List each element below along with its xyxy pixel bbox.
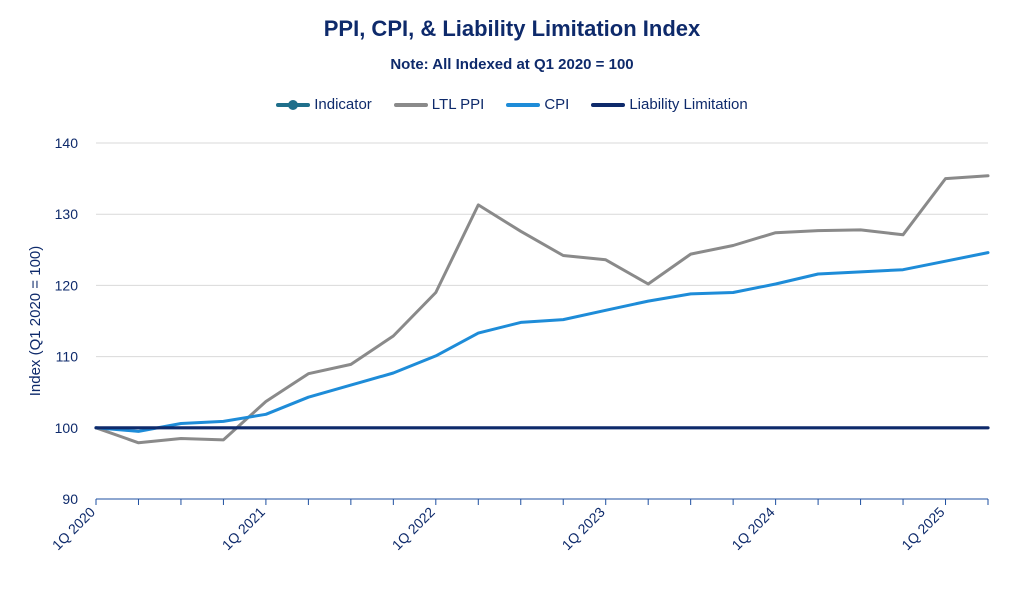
legend-item-liability-limitation: Liability Limitation: [591, 96, 748, 113]
legend-label-indicator: Indicator: [314, 96, 372, 113]
legend-swatch-cpi: [506, 102, 541, 107]
series-line-cpi: [94, 251, 990, 433]
legend-label-cpi: CPI: [544, 96, 570, 113]
legend-item-ltl-ppi: LTL PPI: [393, 96, 485, 113]
legend-marker-indicator: [288, 99, 299, 110]
legend-label-liability-limitation: Liability Limitation: [629, 96, 748, 113]
chart-subtitle: Note: All Indexed at Q1 2020 = 100: [390, 56, 634, 73]
x-tick-label-1q-2025: 1Q 2025: [898, 504, 947, 553]
series-line-ltl-ppi: [94, 174, 990, 445]
legend-swatch-ltl-ppi: [393, 102, 428, 107]
y-tick-label-100: 100: [55, 420, 79, 436]
legend: Indicator LTL PPI CPI Liability Limitati…: [0, 96, 1024, 113]
x-tick-label-1q-2021: 1Q 2021: [219, 504, 268, 553]
y-tick-label-130: 130: [55, 206, 79, 222]
y-tick-label-140: 140: [55, 135, 79, 151]
y-tick-label-120: 120: [55, 277, 79, 293]
legend-swatch-indicator: [276, 99, 311, 110]
chart-title: PPI, CPI, & Liability Limitation Index: [323, 16, 701, 41]
y-tick-label-110: 110: [56, 349, 79, 365]
legend-item-indicator: Indicator: [276, 96, 372, 113]
legend-item-cpi: CPI: [506, 96, 569, 113]
legend-label-ltl-ppi: LTL PPI: [431, 96, 485, 113]
y-axis-label: Index (Q1 2020 = 100): [27, 246, 44, 397]
x-tick-label-1q-2024: 1Q 2024: [728, 504, 777, 553]
x-tick-label-1q-2020: 1Q 2020: [49, 504, 98, 553]
x-tick-label-1q-2023: 1Q 2023: [559, 504, 608, 553]
y-tick-label-90: 90: [62, 491, 78, 507]
legend-swatch-liability-limitation: [591, 102, 626, 107]
x-tick-label-1q-2022: 1Q 2022: [389, 504, 438, 553]
